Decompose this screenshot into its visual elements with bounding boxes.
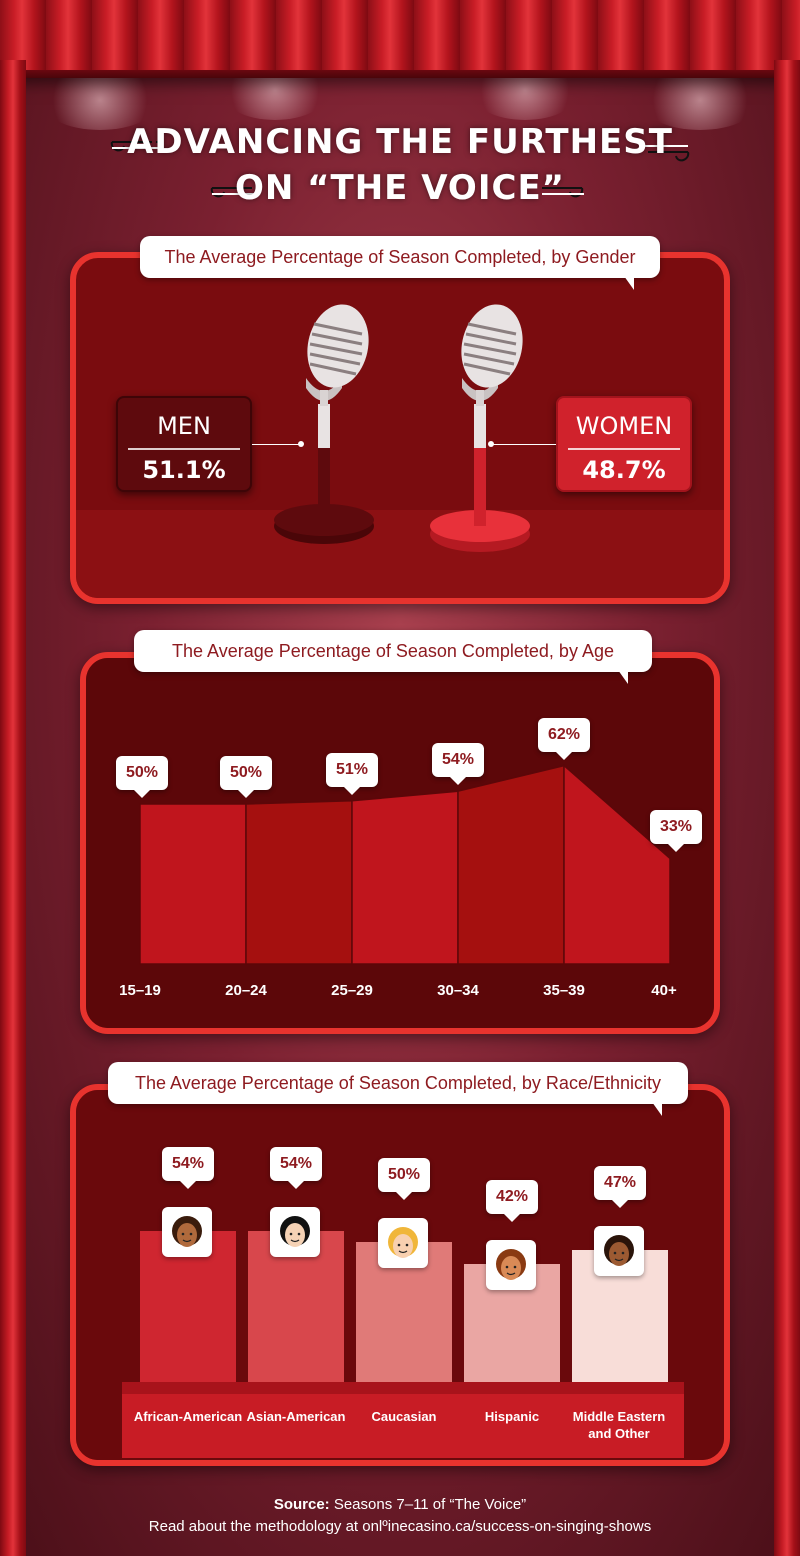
race-chart-title: The Average Percentage of Season Complet… [108, 1062, 688, 1104]
race-bar-chart: 54% African-American 54% Asian-American 50… [76, 1090, 724, 1460]
title-ornament-icon [110, 141, 690, 198]
methodology-link[interactable]: Read about the methodology at onlºinecas… [148, 1518, 652, 1535]
gender-men-label: MEN [157, 412, 211, 440]
stage-curtain-top [0, 0, 800, 78]
age-tick-label: 20–24 [225, 982, 267, 999]
gender-women-box: WOMEN 48.7% [556, 396, 692, 492]
speech-bubble-tail [618, 670, 628, 684]
gender-panel: MEN 51.1% WOMEN 48.7% [70, 252, 730, 604]
men-connector-dot [298, 441, 304, 447]
infographic-title-line1: ADVANCING THE FURTHEST [127, 122, 673, 162]
speech-bubble-tail [652, 1102, 662, 1116]
age-value-label: 51% [326, 752, 378, 795]
women-connector-dot [488, 441, 494, 447]
source-text: Seasons 7–11 of “The Voice” [329, 1496, 527, 1513]
face-female-icon [486, 1240, 536, 1291]
spotlight-glow [40, 70, 160, 130]
gender-chart-title: The Average Percentage of Season Complet… [140, 236, 660, 278]
face-curly-hair-icon [162, 1206, 212, 1257]
race-category-label: Caucasian [371, 1409, 437, 1424]
gender-men-box: MEN 51.1% [116, 396, 252, 492]
age-area-chart [86, 658, 714, 1028]
gender-women-label: WOMEN [575, 412, 673, 440]
race-category-label: African-American [133, 1409, 243, 1424]
face-blond-hair-icon [378, 1218, 428, 1268]
speech-bubble-tail [624, 276, 634, 290]
divider [568, 448, 680, 450]
infographic-title-line2: ON “THE VOICE” [234, 168, 566, 208]
stage-floor [76, 510, 724, 598]
face-beard-icon [594, 1226, 644, 1277]
divider [128, 448, 240, 450]
age-tick-label: 30–34 [437, 982, 479, 999]
age-tick-label: 40+ [651, 982, 677, 999]
race-panel: 54% African-American 54% Asian-American 50… [70, 1084, 730, 1466]
spotlight-glow [640, 70, 760, 130]
age-tick-label: 25–29 [331, 982, 373, 999]
age-tick-label: 35–39 [543, 982, 585, 999]
race-value-label: 54% [270, 1146, 322, 1189]
race-value-label: 42% [486, 1180, 538, 1223]
age-value-label: 54% [432, 743, 484, 786]
gender-women-value: 48.7% [582, 456, 666, 484]
age-area-segment [563, 763, 671, 965]
race-value-label: 47% [594, 1166, 646, 1209]
age-value-label: 50% [220, 756, 272, 798]
race-category-label: Asian-American [246, 1409, 346, 1424]
source-line: Source: Seasons 7–11 of “The Voice” [0, 1494, 800, 1516]
women-connector-line [490, 444, 556, 445]
age-tick-label: 15–19 [119, 982, 161, 999]
source-label: Source: [273, 1496, 330, 1513]
microphone-icon [430, 304, 530, 552]
race-label-band-top [122, 1382, 684, 1394]
stage-curtain-left [0, 60, 26, 1556]
age-value-label: 33% [650, 810, 702, 853]
age-panel: 50% 15–19 50% 20–24 51% 25–29 54% 30–34 62% 35–39… [80, 652, 720, 1034]
face-black-hair-icon [270, 1206, 320, 1257]
stage-curtain-right [774, 60, 800, 1556]
race-value-label: 54% [162, 1146, 214, 1189]
men-connector-line [252, 444, 300, 445]
gender-men-value: 51.1% [142, 456, 226, 484]
age-value-label: 62% [538, 717, 590, 760]
race-category-label: Middle Eastern and Other [572, 1409, 666, 1441]
race-value-label: 50% [378, 1158, 430, 1200]
race-category-label: Hispanic [484, 1409, 540, 1424]
age-chart-labels: 50% 15–19 50% 20–24 51% 25–29 54% 30–34 62% 35–39… [86, 658, 714, 1028]
age-value-label: 50% [116, 756, 168, 798]
microphone-icon [274, 304, 374, 544]
race-label-band [122, 1382, 684, 1458]
age-chart-title: The Average Percentage of Season Complet… [134, 630, 652, 672]
